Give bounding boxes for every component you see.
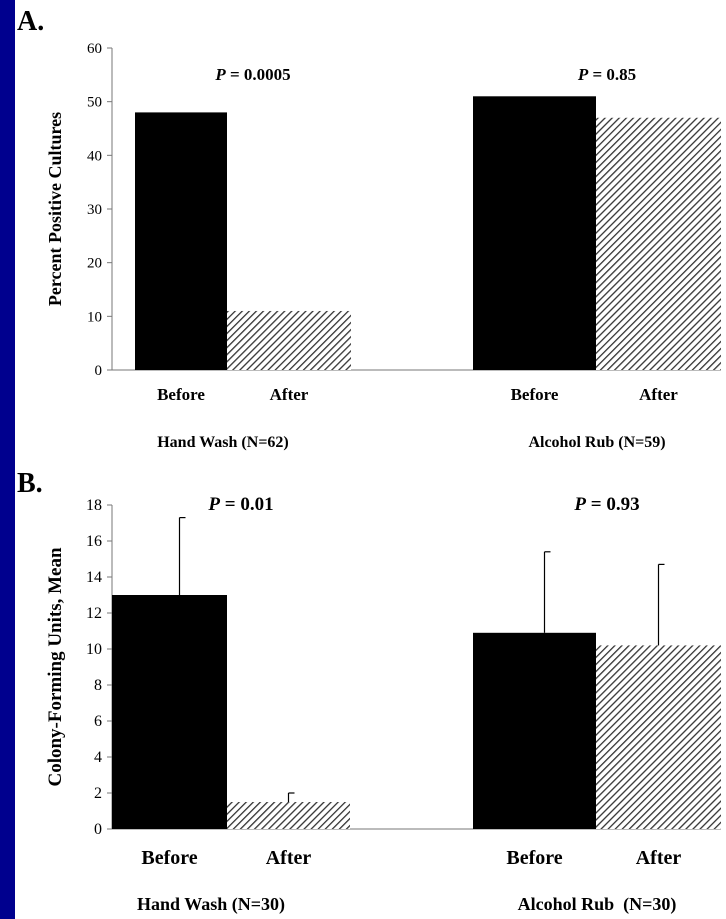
p-value: = 0.85 [588,65,636,84]
y-tick-label: 10 [87,309,102,325]
panel-label: B. [17,468,43,499]
p-symbol: P [573,494,586,515]
bar-after [227,310,351,370]
y-tick-label: 8 [94,677,102,694]
y-tick-label: 20 [87,256,102,272]
y-tick-label: 12 [86,605,102,622]
y-tick-label: 0 [94,821,102,838]
bar-label: After [270,385,309,404]
y-tick-label: 0 [95,363,103,379]
bar-label: Before [141,847,197,869]
bar-after [596,117,721,371]
p-value: = 0.01 [220,494,274,515]
bar-before [112,595,227,829]
bar-label: Before [511,385,559,404]
p-value: = 0.0005 [226,65,291,84]
p-symbol: P [207,494,220,515]
group-label: Alcohol Rub (N=30) [518,894,677,915]
p-value-label: P = 0.0005 [214,65,290,84]
y-axis-label: Percent Positive Cultures [45,112,65,306]
group-label: Hand Wash (N=30) [137,894,285,915]
y-tick-label: 50 [87,95,102,111]
p-symbol: P [214,65,226,84]
p-value-label: P = 0.01 [207,494,273,515]
group-label: Alcohol Rub (N=59) [528,434,665,451]
y-tick-label: 18 [86,497,102,514]
bar-before [473,632,596,829]
bar-label: Before [506,847,562,869]
bar-before [473,96,596,371]
bar-label: After [636,847,682,869]
y-tick-label: 2 [94,785,102,802]
bar-label: After [266,847,312,869]
panel-label: A. [17,6,44,37]
bar-before [135,112,227,371]
y-tick-label: 30 [87,202,102,218]
y-tick-label: 16 [86,533,102,550]
y-tick-label: 40 [87,148,102,164]
p-value-label: P = 0.85 [577,65,636,84]
figure-panel: A. 0 10 20 30 40 50 60 Percent Positive Cultures… [15,0,726,919]
chart-0: A. 0 10 20 30 40 50 60 Percent Positive Cultures… [17,6,721,451]
bar-after [227,802,350,829]
p-value-label: P = 0.93 [573,494,639,515]
p-symbol: P [577,65,589,84]
bar-label: After [639,385,678,404]
y-tick-label: 4 [94,749,102,766]
bar-after [596,645,721,829]
group-label: Hand Wash (N=62) [157,434,289,451]
y-tick-label: 14 [86,569,102,586]
bar-label: Before [157,385,205,404]
p-value: = 0.93 [586,494,640,515]
chart-1: B. 0 2 4 6 8 10 12 14 16 18 Colony-Forming Units, M… [17,468,721,915]
y-tick-label: 60 [87,41,102,57]
y-axis-label: Colony-Forming Units, Mean [45,547,66,787]
y-tick-label: 10 [86,641,102,658]
y-tick-label: 6 [94,713,102,730]
